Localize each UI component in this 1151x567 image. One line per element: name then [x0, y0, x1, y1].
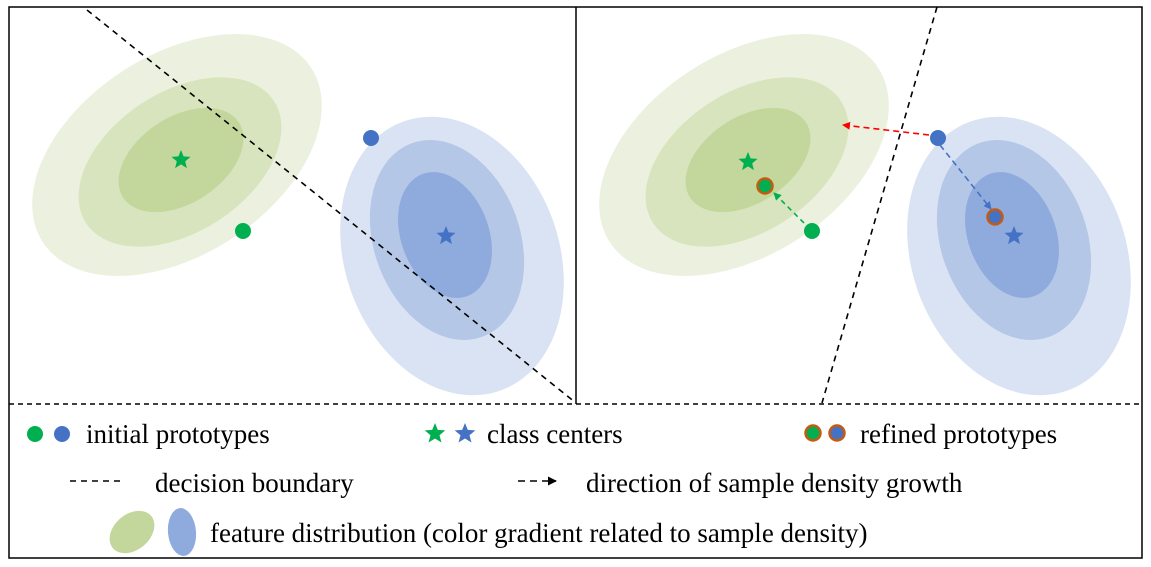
legend-green-dot — [27, 426, 43, 442]
red-boundary-shift-arrow — [842, 121, 930, 136]
blue-initial-prototype-right — [930, 130, 946, 146]
legend-decision-boundary-label: decision boundary — [155, 468, 354, 498]
blue-class-center-left — [436, 226, 456, 245]
legend-blue-dot — [54, 426, 70, 442]
legend-initial-prototypes-label: initial prototypes — [86, 419, 270, 449]
green-distribution-right — [599, 34, 889, 276]
green-refined-prototype — [756, 177, 774, 195]
right-panel — [599, 6, 1131, 404]
legend-class-centers-label: class centers — [487, 419, 623, 449]
green-prototype-shift-arrow — [773, 192, 805, 224]
blue-class-center-right — [1004, 226, 1024, 245]
legend-feature-distribution-label: feature distribution (color gradient rel… — [210, 518, 868, 548]
legend-direction-label: direction of sample density growth — [586, 468, 963, 498]
legend-green-refined-dot — [804, 424, 822, 442]
blue-distribution-left — [340, 116, 564, 396]
blue-refined-prototype — [986, 208, 1004, 226]
legend-green-ellipse — [109, 510, 155, 554]
legend-blue-star — [454, 423, 476, 443]
blue-prototype-shift-arrow — [939, 144, 992, 210]
legend-blue-ellipse — [167, 508, 197, 556]
blue-initial-prototype-left — [363, 130, 379, 146]
legend-blue-refined-dot — [828, 424, 846, 442]
green-class-center-left — [171, 150, 191, 169]
green-initial-prototype-right — [804, 223, 820, 239]
green-initial-prototype-left — [235, 223, 251, 239]
left-panel — [32, 9, 577, 404]
legend-green-star — [424, 423, 446, 443]
decision-boundary-right — [821, 6, 938, 404]
decision-boundary-left — [86, 9, 577, 404]
legend-refined-prototypes-label: refined prototypes — [860, 419, 1057, 449]
legend: initial prototypes class centers refined… — [27, 419, 1057, 556]
green-class-center-right — [738, 152, 758, 171]
blue-distribution-right — [907, 116, 1131, 396]
